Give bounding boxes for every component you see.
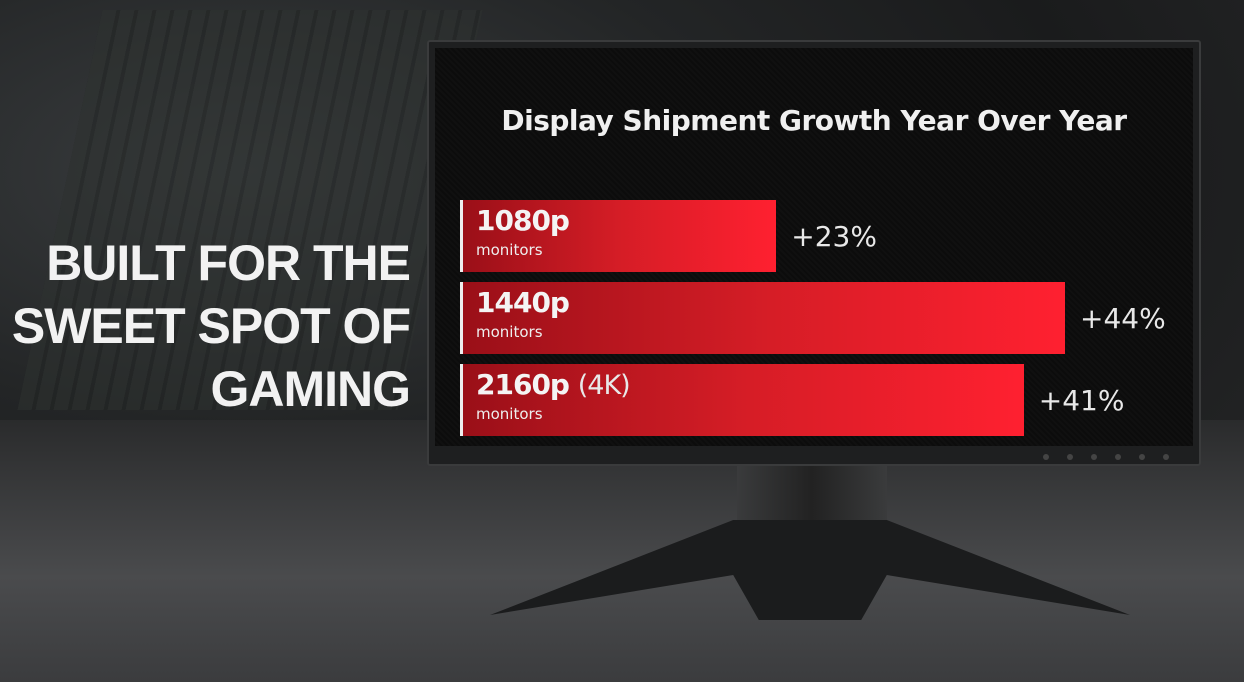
bar-label: 2160p (4K) — [476, 368, 631, 401]
value-label: +44% — [1080, 302, 1166, 335]
bar-sublabel: monitors — [476, 241, 543, 259]
value-label: +23% — [791, 220, 877, 253]
monitor-stand-neck — [737, 466, 887, 526]
bar-label: 1440p — [476, 286, 570, 319]
monitor-buttons — [1043, 454, 1169, 460]
bar-sublabel: monitors — [476, 323, 543, 341]
bar-label: 1080p — [476, 204, 570, 237]
chart-title: Display Shipment Growth Year Over Year — [501, 104, 1127, 137]
bar-1080p: 1080p monitors — [460, 200, 777, 272]
bar-1440p: 1440p monitors — [460, 282, 1065, 354]
headline-line-3: GAMING — [210, 361, 411, 417]
value-label: +41% — [1038, 384, 1125, 417]
headline-line-1: BUILT FOR THE — [46, 235, 411, 291]
bar-2160p: 2160p (4K) monitors — [460, 364, 1024, 436]
bar-sublabel: monitors — [476, 405, 543, 423]
headline-line-2: SWEET SPOT OF — [11, 298, 411, 354]
headline: BUILT FOR THE SWEET SPOT OF GAMING — [11, 232, 411, 421]
